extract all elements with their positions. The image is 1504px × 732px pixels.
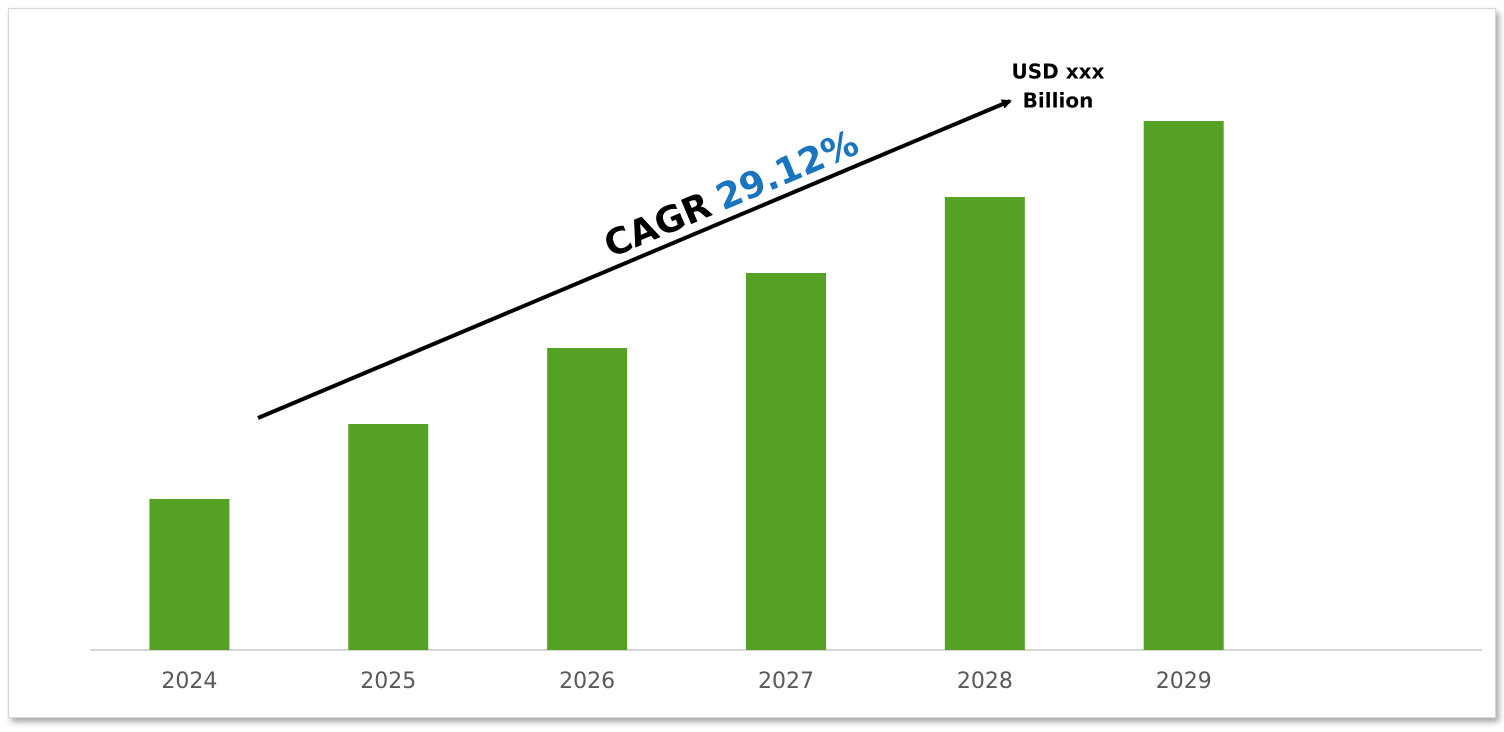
- x-tick-label: 2029: [1156, 669, 1212, 694]
- bar: [746, 273, 826, 650]
- bar: [1143, 121, 1224, 650]
- x-tick-label: 2026: [559, 669, 615, 694]
- bar: [944, 197, 1025, 650]
- x-tick-label: 2028: [957, 669, 1013, 694]
- bar: [348, 424, 429, 650]
- x-tick-label: 2025: [360, 669, 416, 694]
- trend-arrow: [257, 99, 1012, 420]
- x-tick-label: 2027: [758, 669, 814, 694]
- bar: [149, 499, 230, 650]
- end-label: USD xxx: [1012, 60, 1105, 84]
- bar: [547, 348, 628, 650]
- end-label: Billion: [1023, 89, 1094, 113]
- x-tick-label: 2024: [161, 669, 217, 694]
- cagr-annotation: CAGR29.12%: [598, 123, 864, 266]
- cagr-label: CAGR: [598, 185, 717, 266]
